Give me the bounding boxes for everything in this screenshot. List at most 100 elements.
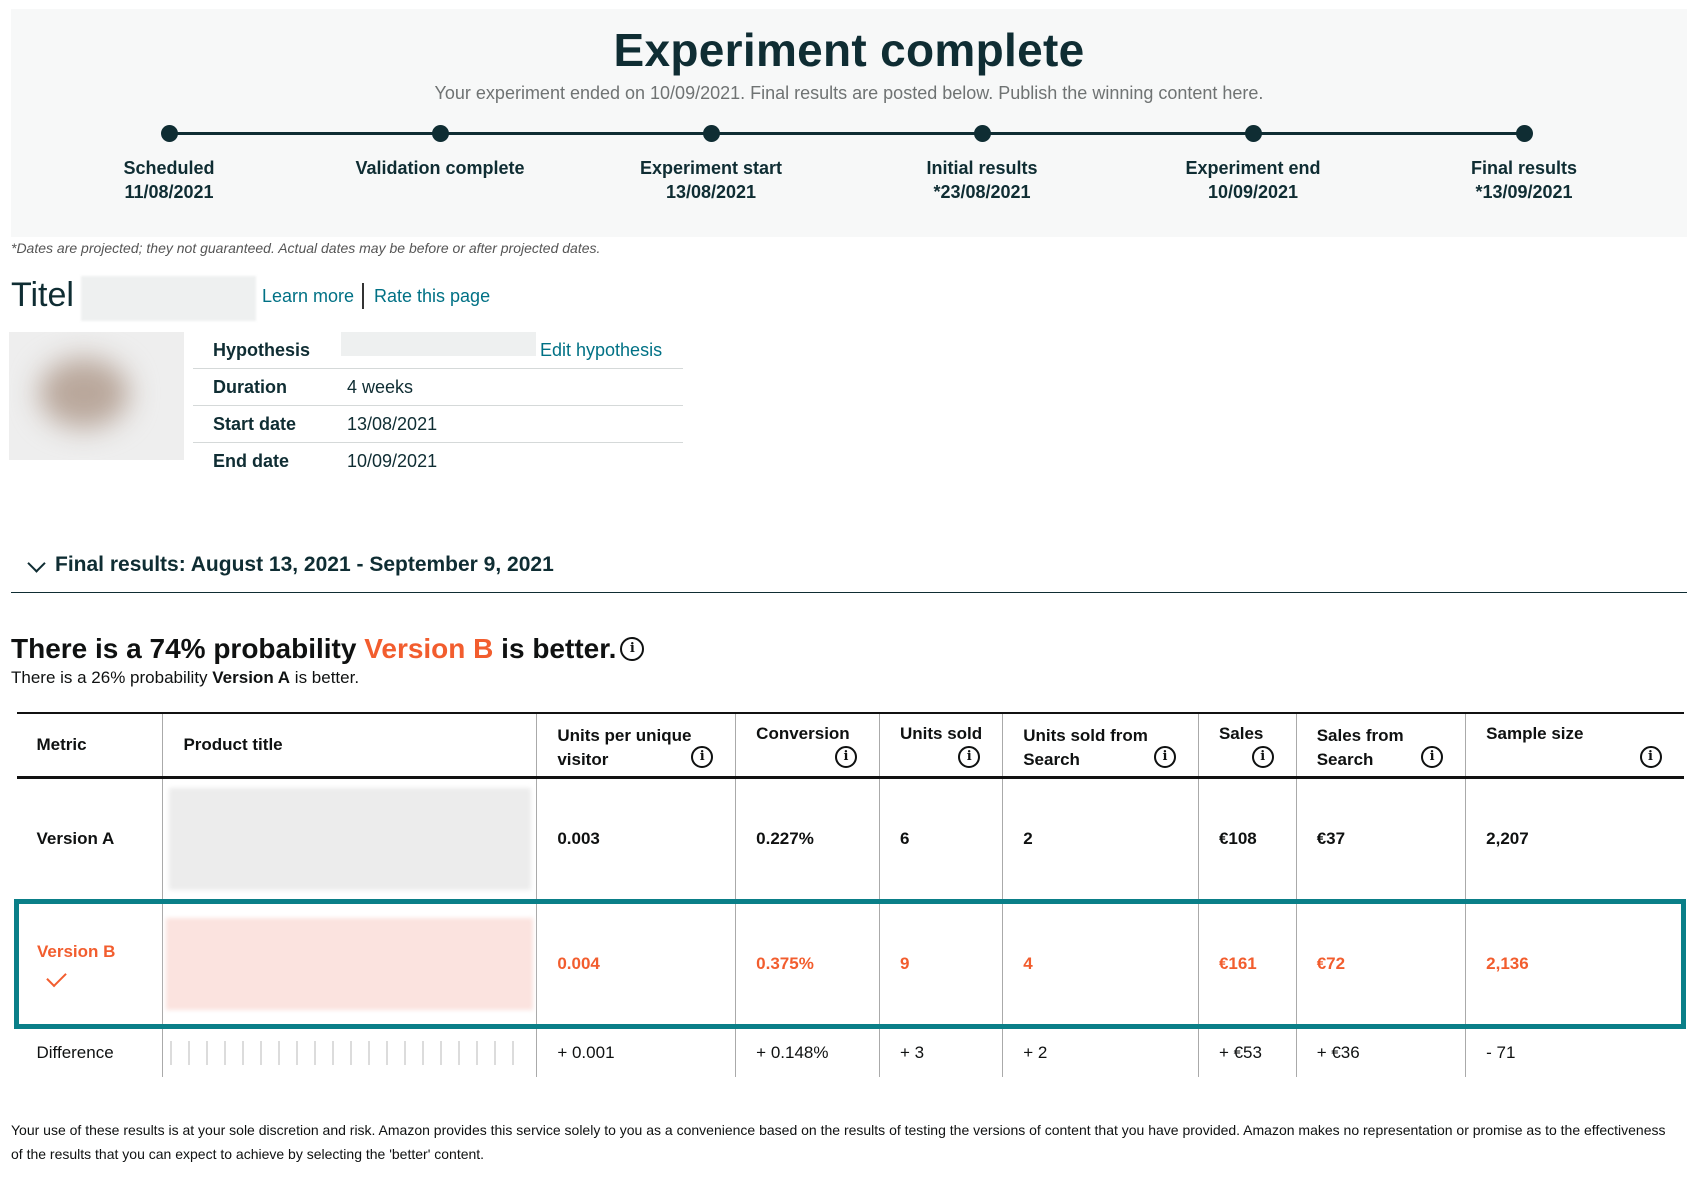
timeline-line bbox=[172, 132, 1527, 135]
redacted-hypothesis bbox=[341, 332, 536, 356]
redacted-product-title bbox=[168, 788, 531, 890]
metric-cell: Difference bbox=[36, 1043, 114, 1062]
sample-size-cell: 2,136 bbox=[1465, 899, 1686, 1029]
timeline-step-date: *13/09/2021 bbox=[1475, 182, 1573, 202]
timeline-dot bbox=[160, 125, 178, 142]
timeline-step-date: 13/08/2021 bbox=[665, 182, 757, 202]
table-row-difference: Difference + 0.001 + 0.148% + 3 + 2 + €5… bbox=[17, 1026, 1684, 1077]
conversion-cell: 0.375% bbox=[735, 899, 880, 1029]
timeline-step-experiment-end: Experiment end 10/09/2021 bbox=[1123, 125, 1383, 204]
timeline-step-experiment-start: Experiment start 13/08/2021 bbox=[581, 125, 841, 204]
timeline-step-date: *23/08/2021 bbox=[933, 182, 1031, 202]
start-date-label: Start date bbox=[213, 414, 297, 434]
chevron-down-icon bbox=[27, 554, 46, 573]
product-title-cell bbox=[162, 899, 537, 1029]
timeline-dot bbox=[431, 125, 449, 142]
header-units-per-unique-visitor: Units per unique visitor i bbox=[536, 712, 736, 779]
timeline-step-label: Initial results bbox=[926, 158, 1038, 178]
table-header-row: Metric Product title Units per unique vi… bbox=[16, 712, 1684, 779]
sales-cell: + €53 bbox=[1197, 1026, 1297, 1077]
units-sold-cell: + 3 bbox=[878, 1026, 1003, 1077]
info-icon[interactable]: i bbox=[1639, 746, 1662, 768]
units-sold-search-cell: 4 bbox=[1002, 899, 1199, 1029]
final-results-toggle[interactable]: Final results: August 13, 2021 - Septemb… bbox=[11, 553, 554, 577]
header-metric: Metric bbox=[16, 712, 163, 779]
timeline-step-label: Experiment start bbox=[639, 158, 783, 178]
sales-cell: €108 bbox=[1197, 777, 1297, 902]
winning-version-name: Version B bbox=[364, 633, 494, 664]
winner-probability-statement: There is a 74% probability Version B is … bbox=[11, 633, 645, 665]
prob-main-suffix: is better. bbox=[493, 633, 617, 664]
prob-sub-suffix: is better. bbox=[290, 668, 360, 687]
header-sales-from-search: Sales from Search i bbox=[1295, 712, 1466, 779]
final-results-heading: Final results: August 13, 2021 - Septemb… bbox=[55, 553, 554, 576]
page-subtitle: Your experiment ended on 10/09/2021. Fin… bbox=[434, 83, 1264, 103]
divider bbox=[11, 592, 1687, 593]
hypothesis-row: Hypothesis Edit hypothesis bbox=[193, 332, 683, 369]
hypothesis-label: Hypothesis bbox=[213, 340, 311, 360]
info-icon[interactable]: i bbox=[691, 746, 714, 768]
conversion-cell: + 0.148% bbox=[735, 1026, 880, 1077]
results-table: Metric Product title Units per unique vi… bbox=[13, 712, 1686, 1077]
conversion-cell: 0.227% bbox=[735, 777, 880, 902]
learn-more-link[interactable]: Learn more bbox=[262, 286, 355, 306]
units-sold-cell: 6 bbox=[878, 777, 1003, 902]
start-date-row: Start date 13/08/2021 bbox=[193, 406, 683, 443]
end-date-label: End date bbox=[213, 451, 290, 471]
duration-row: Duration 4 weeks bbox=[193, 369, 683, 406]
loser-probability-statement: There is a 26% probability Version A is … bbox=[11, 668, 359, 688]
prob-main-prefix: There is a 74% probability bbox=[11, 633, 365, 664]
end-date-row: End date 10/09/2021 bbox=[193, 443, 683, 479]
sample-size-cell: 2,207 bbox=[1465, 777, 1684, 902]
timeline-step-initial-results: Initial results *23/08/2021 bbox=[852, 125, 1112, 204]
units-per-visitor-cell: 0.004 bbox=[536, 899, 736, 1029]
redacted-diff bbox=[169, 1041, 530, 1065]
timeline-dot bbox=[1515, 125, 1533, 142]
losing-version-name: Version A bbox=[212, 668, 291, 687]
sales-search-cell: €72 bbox=[1295, 899, 1466, 1029]
timeline-dot bbox=[973, 125, 991, 142]
header-units-sold: Units sold i bbox=[878, 712, 1003, 779]
experiment-title-label: Titel bbox=[11, 276, 74, 314]
check-icon bbox=[46, 966, 67, 988]
timeline-step-label: Experiment end bbox=[1185, 158, 1321, 178]
timeline-step-date: 10/09/2021 bbox=[1207, 182, 1299, 202]
product-title-cell bbox=[162, 1026, 537, 1077]
info-icon[interactable]: i bbox=[1251, 746, 1274, 768]
info-icon[interactable]: i bbox=[1421, 746, 1444, 768]
timeline-step-label: Final results bbox=[1470, 158, 1578, 178]
header-units-sold-from-search: Units sold from Search i bbox=[1002, 712, 1199, 779]
redacted-product-title bbox=[166, 918, 534, 1010]
header-sales: Sales i bbox=[1197, 712, 1297, 779]
timeline-dot bbox=[702, 125, 720, 142]
timeline-step-scheduled: Scheduled 11/08/2021 bbox=[39, 125, 299, 204]
product-image-blurred bbox=[39, 358, 129, 428]
timeline-step-date: 11/08/2021 bbox=[124, 182, 214, 202]
timeline-step-validation: Validation complete bbox=[310, 125, 570, 180]
info-icon[interactable]: i bbox=[958, 746, 981, 768]
page-title: Experiment complete bbox=[613, 24, 1085, 76]
units-sold-search-cell: + 2 bbox=[1002, 1026, 1199, 1077]
info-icon[interactable]: i bbox=[620, 636, 645, 661]
prob-sub-prefix: There is a 26% probability bbox=[11, 668, 213, 687]
table-row-version-b-winner: Version B 0.004 0.375% 9 4 €161 €72 2,13… bbox=[13, 899, 1686, 1029]
header-sample-size: Sample size i bbox=[1465, 712, 1684, 779]
redacted-title bbox=[81, 276, 256, 321]
timeline-step-label: Scheduled bbox=[123, 158, 215, 178]
end-date-value: 10/09/2021 bbox=[347, 451, 438, 471]
edit-hypothesis-link[interactable]: Edit hypothesis bbox=[540, 340, 663, 360]
units-per-visitor-cell: + 0.001 bbox=[536, 1026, 736, 1077]
dates-projected-note: *Dates are projected; they not guarantee… bbox=[11, 240, 601, 256]
info-icon[interactable]: i bbox=[1153, 746, 1176, 768]
metric-cell: Version A bbox=[36, 829, 115, 848]
start-date-value: 13/08/2021 bbox=[347, 414, 438, 434]
header-conversion: Conversion i bbox=[735, 712, 880, 779]
duration-label: Duration bbox=[213, 377, 287, 397]
duration-value: 4 weeks bbox=[347, 377, 414, 397]
metric-cell: Version B bbox=[13, 899, 163, 1029]
experiment-status-banner: Experiment complete Your experiment ende… bbox=[11, 9, 1687, 237]
info-icon[interactable]: i bbox=[834, 746, 857, 768]
rate-this-page-link[interactable]: Rate this page bbox=[374, 286, 491, 306]
link-divider bbox=[362, 283, 364, 309]
product-image bbox=[9, 332, 184, 460]
